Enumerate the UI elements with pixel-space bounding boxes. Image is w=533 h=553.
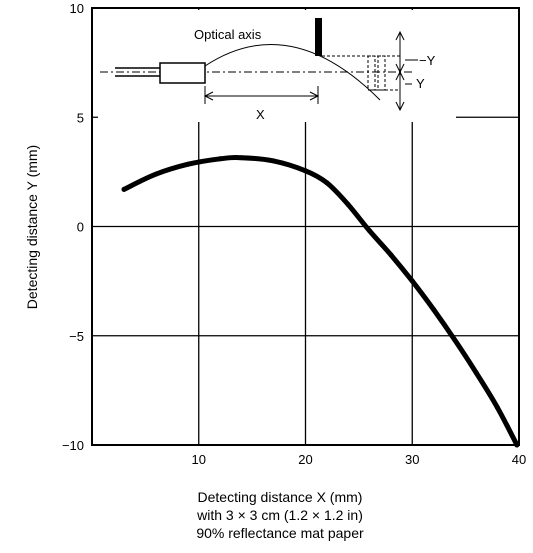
y-tick-label: 0 <box>77 220 84 235</box>
detection-area-arc <box>204 44 381 101</box>
inset-x-label: X <box>256 107 265 122</box>
optical-axis-label: Optical axis <box>194 27 262 42</box>
arrow-left-icon <box>203 91 214 101</box>
data-point <box>324 180 330 186</box>
target-position-dashed-1 <box>367 55 376 91</box>
data-point <box>431 307 437 312</box>
arrow-right-icon <box>309 91 320 101</box>
inset-neg-y-label: −Y <box>419 53 436 68</box>
series-points <box>121 155 520 448</box>
data-point <box>303 168 308 174</box>
tick-labels: 10 20 30 40 10 5 0 −5 −10 <box>62 1 526 467</box>
x-axis-title: Detecting distance X (mm) <box>197 489 363 505</box>
data-point <box>514 442 520 448</box>
data-point <box>452 337 458 343</box>
data-point <box>367 228 373 234</box>
caption-line-3: 90% reflectance mat paper <box>196 525 364 541</box>
x-tick-label: 10 <box>192 452 206 467</box>
data-point <box>495 405 501 411</box>
x-tick-label: 40 <box>512 452 526 467</box>
series-line <box>121 155 520 448</box>
arrow-up-icon <box>395 30 405 41</box>
target-position-dashed-2 <box>377 55 386 91</box>
caption-line-2: with 3 × 3 cm (1.2 × 1.2 in) <box>197 507 363 523</box>
arrow-down-icon <box>395 101 405 112</box>
y-tick-label: 10 <box>70 1 84 16</box>
data-point <box>185 161 191 167</box>
x-tick-label: 30 <box>405 452 419 467</box>
data-point <box>271 158 276 164</box>
data-point <box>409 278 415 284</box>
data-point <box>121 186 127 192</box>
data-point <box>238 155 244 161</box>
y-axis-title: Detecting distance Y (mm) <box>24 145 40 309</box>
target-plate <box>315 18 322 56</box>
y-tick-label: −5 <box>69 329 84 344</box>
data-point <box>345 202 351 208</box>
inset-pos-y-label: Y <box>416 76 425 91</box>
data-point <box>473 370 479 376</box>
x-tick-label: 20 <box>298 452 312 467</box>
arrow-up-icon <box>395 70 405 81</box>
plot-frame <box>91 7 520 446</box>
sensor-inset-diagram: Optical axis X −Y Y <box>98 10 456 122</box>
y-tick-label: −10 <box>62 438 84 453</box>
data-point <box>217 156 223 162</box>
y-tick-label: 5 <box>77 110 84 125</box>
data-point <box>388 252 394 258</box>
sensor-head <box>159 62 206 84</box>
data-point <box>153 171 159 177</box>
